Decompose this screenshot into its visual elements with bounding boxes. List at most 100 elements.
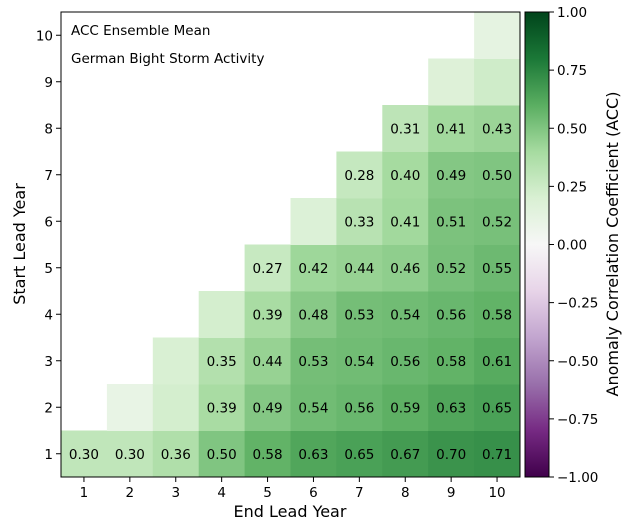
- annotation-line-1: ACC Ensemble Mean: [71, 23, 210, 39]
- colorbar-tick-label: −1.00: [557, 470, 598, 486]
- cell-value-label: 0.46: [390, 261, 420, 277]
- heatmap-cell: [382, 105, 429, 152]
- cell-value-label: 0.31: [390, 121, 420, 137]
- heatmap-cell: [474, 12, 521, 59]
- cell-value-label: 0.51: [436, 214, 466, 230]
- x-tick-label: 4: [217, 485, 226, 501]
- cell-value-label: 0.40: [390, 168, 420, 184]
- colorbar-tick-label: 0.50: [557, 121, 587, 137]
- cell-value-label: 0.52: [482, 214, 512, 230]
- heatmap-cell: [152, 337, 200, 385]
- heatmap-cell: [336, 337, 383, 385]
- colorbar-tick-label: −0.75: [557, 412, 598, 428]
- cell-value-label: 0.54: [344, 354, 374, 370]
- heatmap-cell: [106, 384, 154, 431]
- colorbar-tick-label: 0.25: [557, 179, 587, 195]
- colorbar: [524, 11, 550, 478]
- y-tick-label: 4: [44, 307, 53, 323]
- x-tick-label: 6: [309, 485, 318, 501]
- heatmap-cell: [428, 337, 475, 385]
- heatmap-cell: [474, 430, 521, 478]
- x-tick-label: 2: [126, 485, 135, 501]
- cell-value-label: 0.35: [207, 354, 237, 370]
- y-tick-label: 2: [44, 400, 53, 416]
- cell-value-label: 0.65: [482, 400, 512, 416]
- heatmap-cell: [152, 384, 200, 431]
- x-tick-label: 8: [401, 485, 410, 501]
- cell-value-label: 0.44: [253, 354, 283, 370]
- cell-value-label: 0.56: [344, 400, 374, 416]
- y-tick-label: 6: [44, 214, 53, 230]
- x-tick-label: 3: [171, 485, 180, 501]
- y-tick-label: 1: [44, 447, 53, 463]
- cell-value-label: 0.63: [298, 447, 328, 463]
- colorbar-tick-label: −0.25: [557, 296, 598, 312]
- colorbar-tick-label: 1.00: [557, 5, 587, 21]
- heatmap-cell: [474, 244, 521, 292]
- heatmap-cell: [152, 430, 200, 478]
- heatmap-cell: [336, 244, 383, 292]
- heatmap-cell: [290, 291, 337, 338]
- cell-value-label: 0.58: [482, 307, 512, 323]
- heatmap-cell: [474, 105, 521, 152]
- cell-value-label: 0.55: [482, 261, 512, 277]
- heatmap-cell: [382, 291, 429, 338]
- heatmap-cell: [290, 430, 337, 478]
- cell-value-label: 0.65: [344, 447, 374, 463]
- heatmap-cell: [428, 105, 475, 152]
- heatmap-cell: [382, 198, 429, 245]
- heatmap-cell: [336, 430, 383, 478]
- x-tick-label: 1: [80, 485, 89, 501]
- cell-value-label: 0.42: [298, 261, 328, 277]
- heatmap-cell: [382, 244, 429, 292]
- y-axis-title: Start Lead Year: [10, 183, 29, 305]
- heatmap-cell: [290, 244, 337, 292]
- heatmap-cell: [474, 58, 521, 106]
- x-axis-title: End Lead Year: [234, 502, 347, 521]
- heatmap-cell: [428, 198, 475, 245]
- heatmap-cell: [198, 337, 246, 385]
- y-tick-label: 7: [44, 168, 53, 184]
- cell-value-label: 0.53: [298, 354, 328, 370]
- y-tick-label: 5: [44, 261, 53, 277]
- heatmap-cell: [336, 198, 383, 245]
- heatmap-cell: [198, 384, 246, 431]
- heatmap-cell: [428, 58, 475, 106]
- colorbar-ticks: 1.00 0.75 0.50 0.25 0.00 −0.25 −0.50 −0.75 −1.00: [549, 5, 598, 486]
- heatmap-cell: [244, 384, 291, 431]
- colorbar-tick-label: 0.75: [557, 63, 587, 79]
- x-tick-label: 10: [488, 485, 505, 501]
- cell-value-label: 0.56: [390, 354, 420, 370]
- cell-value-label: 0.61: [482, 354, 512, 370]
- cell-value-label: 0.67: [390, 447, 420, 463]
- cell-value-label: 0.44: [344, 261, 374, 277]
- colorbar-tick-label: −0.50: [557, 354, 598, 370]
- heatmap-cell: [382, 151, 429, 199]
- cell-value-label: 0.36: [161, 447, 191, 463]
- cell-value-label: 0.54: [390, 307, 420, 323]
- colorbar-tick-label: 0.00: [557, 238, 587, 254]
- cell-value-label: 0.58: [253, 447, 283, 463]
- cell-value-label: 0.39: [207, 400, 237, 416]
- heatmap-cell: [474, 198, 521, 245]
- cell-value-label: 0.58: [436, 354, 466, 370]
- heatmap-cell: [428, 430, 475, 478]
- cell-value-label: 0.41: [436, 121, 466, 137]
- heatmap-cell: [382, 384, 429, 431]
- cell-value-label: 0.43: [482, 121, 512, 137]
- heatmap-cell: [382, 337, 429, 385]
- heatmap-cell: [474, 337, 521, 385]
- cell-value-label: 0.50: [482, 168, 512, 184]
- heatmap-cell: [474, 291, 521, 338]
- x-tick-label: 5: [263, 485, 272, 501]
- cell-value-label: 0.41: [390, 214, 420, 230]
- y-tick-label: 3: [44, 354, 53, 370]
- x-axis-ticks: 1 2 3 4 5 6 7 8 9 10: [80, 477, 506, 501]
- heatmap-cell: [336, 151, 383, 199]
- heatmap-cell: [244, 244, 291, 292]
- y-tick-label: 8: [44, 121, 53, 137]
- colorbar-label: Anomaly Correlation Coefficient (ACC): [603, 92, 622, 397]
- cell-value-label: 0.56: [436, 307, 466, 323]
- heatmap-cell: [428, 384, 475, 431]
